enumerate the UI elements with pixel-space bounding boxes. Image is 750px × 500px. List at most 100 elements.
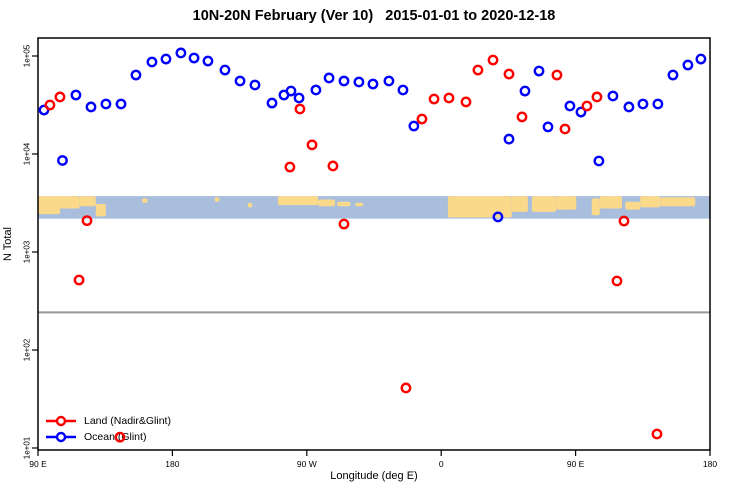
ocean-point <box>353 76 365 88</box>
y-tick-label: 1e+02 <box>23 338 32 361</box>
land-point <box>472 64 484 76</box>
ocean-point <box>338 75 350 87</box>
ocean-point <box>202 55 214 67</box>
ocean-point <box>408 120 420 132</box>
ocean-point <box>503 133 515 145</box>
map-band-land <box>625 201 641 210</box>
land-point <box>559 123 571 135</box>
y-tick-label: 1e+01 <box>23 436 32 459</box>
y-tick-label: 1e+04 <box>23 142 32 165</box>
legend-marker <box>55 431 67 443</box>
ocean-point <box>695 53 707 65</box>
ocean-point <box>593 155 605 167</box>
ocean-point <box>397 84 409 96</box>
ocean-point <box>266 97 278 109</box>
ocean-point <box>115 98 127 110</box>
map-band-land <box>318 199 336 207</box>
ocean-point <box>293 92 305 104</box>
ocean-point <box>219 64 231 76</box>
y-axis-title: N Total <box>2 226 14 262</box>
land-point <box>460 96 472 108</box>
ocean-point <box>57 155 68 166</box>
land-point <box>503 68 515 80</box>
plot-border <box>37 37 711 451</box>
ocean-point <box>249 79 261 91</box>
land-point <box>618 215 630 227</box>
ocean-point <box>623 101 635 113</box>
ocean-point <box>367 78 379 90</box>
ocean-point <box>383 75 395 87</box>
land-point <box>73 274 85 286</box>
land-point <box>81 215 93 227</box>
land-point <box>400 382 412 394</box>
ocean-point <box>70 89 82 101</box>
land-point <box>651 428 663 440</box>
map-band-land <box>38 196 61 215</box>
ocean-point <box>575 106 587 118</box>
ocean-point <box>542 121 554 133</box>
ocean-point <box>564 100 576 112</box>
land-point <box>114 431 126 443</box>
ocean-point <box>285 85 297 97</box>
land-point <box>443 92 455 104</box>
x-tick-label: 90 E <box>567 459 585 469</box>
ocean-point <box>323 72 335 84</box>
map-band-land <box>599 196 622 209</box>
map-band-land <box>214 197 220 202</box>
land-point <box>327 160 339 172</box>
x-tick-label: 180 <box>165 459 179 469</box>
land-point <box>591 91 603 103</box>
x-tick-label: 0 <box>439 459 444 469</box>
land-point <box>551 69 563 81</box>
map-band-land <box>142 198 148 203</box>
ocean-point <box>188 52 200 64</box>
land-point <box>54 91 66 103</box>
x-tick-label: 90 W <box>297 459 317 469</box>
ocean-point <box>533 65 545 77</box>
ocean-point <box>130 69 142 81</box>
land-point <box>611 275 623 287</box>
map-band-land <box>511 196 528 212</box>
ocean-point <box>519 85 531 97</box>
land-point <box>416 113 428 125</box>
map-band-land <box>337 201 351 207</box>
map-band-land <box>531 196 557 212</box>
land-point <box>294 103 306 115</box>
y-tick-label: 1e+03 <box>23 240 32 263</box>
ocean-point <box>310 84 322 96</box>
ocean-point <box>100 98 112 110</box>
land-point <box>516 111 528 123</box>
map-band-land <box>640 196 661 208</box>
map-band-land <box>355 202 364 207</box>
chart-title: 10N-20N February (Ver 10) 2015-01-01 to … <box>192 8 556 24</box>
legend-marker <box>55 415 67 427</box>
land-point <box>581 100 593 112</box>
ocean-point <box>607 90 619 102</box>
ocean-point <box>492 211 504 223</box>
ocean-point <box>667 69 679 81</box>
ocean-point <box>652 98 664 110</box>
land-point <box>284 161 296 173</box>
ocean-point <box>160 53 172 65</box>
y-tick-label: 1e+05 <box>23 44 32 67</box>
land-point <box>428 93 440 105</box>
ocean-point <box>85 101 97 113</box>
land-point <box>487 54 499 66</box>
land-point <box>338 218 350 230</box>
ocean-point <box>234 75 246 87</box>
ocean-point <box>146 56 158 68</box>
map-band-land <box>591 198 600 216</box>
map-band-land <box>556 196 577 210</box>
x-tick-label: 90 E <box>29 459 47 469</box>
legend-label: Land (Nadir&Glint) <box>84 415 171 427</box>
x-tick-label: 180 <box>703 459 717 469</box>
map-band-land <box>247 202 253 208</box>
ocean-point <box>637 98 649 110</box>
map-band-land <box>56 196 80 209</box>
map-band-land <box>95 203 106 217</box>
land-point <box>44 99 56 111</box>
ocean-point <box>175 47 187 59</box>
map-band-land <box>277 196 319 206</box>
map-band-land <box>660 197 696 207</box>
